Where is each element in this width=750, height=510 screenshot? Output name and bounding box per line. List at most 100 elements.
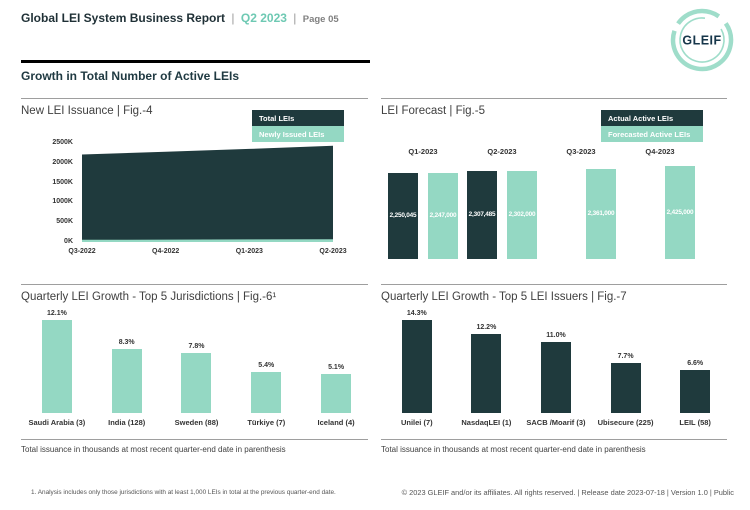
bar-category-row: Unilei (7) NasdaqLEI (1) SACB /Moarif (3) U… — [382, 413, 730, 428]
fig7-bar-chart: 14.3% 12.2% 11.0% 7.7% 6.6% Unilei (7) NasdaqL… — [382, 305, 730, 428]
bar-value-label: 12.1% — [46, 310, 67, 317]
forecast-bars: 2,361,000 — [546, 162, 616, 259]
note-divider — [381, 439, 727, 440]
bar-cell: 11.0% — [521, 331, 591, 413]
copyright: © 2023 GLEIF and/or its affiliates. All … — [401, 488, 734, 497]
x-tick-label: Q1-2023 — [235, 248, 263, 255]
fig6-note: Total issuance in thousands at most rece… — [21, 445, 286, 454]
y-tick-label: 2500K — [52, 139, 73, 146]
panel-top5-lei-issuers: Quarterly LEI Growth - Top 5 LEI Issuers… — [381, 283, 729, 461]
bar-value-label: 6.6% — [687, 360, 704, 368]
report-header: Global LEI System Business Report | Q2 2… — [21, 11, 339, 25]
y-tick-label: 0K — [64, 238, 73, 245]
bar-slot: 2,302,000 — [507, 170, 537, 259]
legend-item-newly-issued-leis: Newly Issued LEIs — [252, 126, 344, 142]
panel-divider — [21, 98, 368, 99]
bar-value-label: 2,247,000 — [429, 212, 457, 220]
forecast-group: Q4-2023 2,425,000 — [625, 147, 695, 259]
legend-label: Newly Issued LEIs — [259, 130, 325, 139]
bar — [181, 353, 212, 413]
legend-item-actual-active-leis: Actual Active LEIs — [601, 110, 703, 126]
bar-value-label: 5.4% — [258, 361, 275, 369]
fig5-bar-groups: Q1-2023 2,250,045 2,247,000 Q2-2023 2,307,48… — [388, 147, 695, 259]
y-tick-label: 500K — [56, 218, 73, 226]
bar-forecast: 2,361,000 — [586, 168, 616, 259]
bar-slot: 2,250,045 — [388, 172, 418, 259]
bar-value-label: 11.0% — [546, 331, 566, 339]
legend-item-forecasted-active-leis: Forecasted Active LEIs — [601, 126, 703, 142]
bar-category-label: LEIL (58) — [679, 418, 711, 427]
fig4-y-axis: 0K 500K 1000K 1500K 2000K 2500K — [31, 139, 73, 245]
fig7-note: Total issuance in thousands at most rece… — [381, 445, 646, 454]
legend-label: Total LEIs — [259, 114, 295, 123]
legend-label: Actual Active LEIs — [608, 114, 674, 123]
bar — [251, 371, 282, 413]
forecast-category-label: Q2-2023 — [487, 147, 517, 156]
fig4-x-axis: Q3-2022 Q4-2022 Q1-2023 Q2-2023 — [68, 248, 346, 260]
bar — [471, 333, 502, 413]
bar-category-label: Sweden (88) — [174, 418, 219, 427]
bar — [401, 320, 432, 413]
area-newly-issued-leis — [82, 239, 333, 242]
forecast-category-label: Q3-2023 — [566, 147, 596, 156]
x-tick-label: Q3-2022 — [68, 248, 96, 255]
fig4-title: New LEI Issuance | Fig.-4 — [21, 105, 153, 117]
bar-category-row: Saudi Arabia (3) India (128) Sweden (88) Tü… — [22, 413, 371, 428]
bar — [111, 349, 142, 413]
bar — [41, 320, 72, 413]
bar-value-label: 14.3% — [406, 310, 427, 317]
bar-row: 14.3% 12.2% 11.0% 7.7% 6.6% — [382, 305, 730, 413]
bar-value-label: 2,361,000 — [587, 210, 615, 218]
note-divider — [21, 439, 368, 440]
forecast-bars: 2,250,045 2,247,000 — [388, 162, 458, 259]
forecast-group: Q1-2023 2,250,045 2,247,000 — [388, 147, 458, 259]
footnote: 1. Analysis includes only those jurisdic… — [31, 489, 336, 496]
bar-forecast: 2,247,000 — [428, 172, 458, 259]
bar-value-label: 7.8% — [188, 343, 205, 350]
bar-value-label: 2,250,045 — [389, 212, 417, 220]
bar-value-label: 2,307,485 — [468, 211, 496, 219]
bar-slot: 2,425,000 — [665, 166, 695, 259]
bar — [610, 362, 641, 413]
bar-value-label: 12.2% — [476, 323, 497, 331]
y-tick-label: 1500K — [52, 178, 73, 186]
bar-category-label: Unilei (7) — [400, 418, 433, 427]
panel-divider — [381, 98, 727, 99]
page-number: Page 05 — [302, 14, 339, 25]
bar-slot: 2,307,485 — [467, 170, 497, 259]
header-separator: | — [231, 11, 235, 25]
bar — [321, 373, 352, 413]
bar-slot: 2,247,000 — [428, 172, 458, 259]
forecast-group: Q2-2023 2,307,485 2,302,000 — [467, 147, 537, 259]
header-separator: | — [293, 11, 297, 25]
bar-cell: 5.4% — [231, 361, 301, 413]
bar-cell: 14.3% — [382, 310, 452, 413]
bar-category-label: Iceland (4) — [317, 418, 355, 427]
fig6-bar-chart: 12.1% 8.3% 7.8% 5.4% 5.1% Saudi Arabia (3) Ind… — [22, 305, 371, 428]
legend-item-total-leis: Total LEIs — [252, 110, 344, 126]
bar-value-label: 2,302,000 — [508, 211, 536, 219]
bar-cell: 8.3% — [92, 339, 162, 413]
bar-category-label: Türkiye (7) — [247, 418, 286, 427]
legend-label: Forecasted Active LEIs — [608, 130, 691, 139]
bar-row: 12.1% 8.3% 7.8% 5.4% 5.1% — [22, 305, 371, 413]
bar-cell: 6.6% — [660, 360, 730, 413]
fig5-title: LEI Forecast | Fig.-5 — [381, 105, 485, 117]
header-divider — [21, 60, 370, 63]
fig4-legend: Total LEIs Newly Issued LEIs — [252, 110, 344, 142]
forecast-bars: 2,307,485 2,302,000 — [467, 162, 537, 259]
gleif-logo-text: GLEIF — [682, 34, 721, 48]
panel-divider — [381, 284, 727, 285]
bar-category-label: SACB /Moarif (3) — [526, 418, 586, 427]
bar-category-label: Saudi Arabia (3) — [28, 418, 86, 427]
bar-cell: 5.1% — [301, 364, 371, 413]
bar-cell: 12.2% — [452, 324, 522, 413]
report-period: Q2 2023 — [240, 11, 287, 25]
bar — [680, 370, 711, 413]
forecast-group: Q3-2023 2,361,000 — [546, 147, 616, 259]
x-tick-label: Q4-2022 — [152, 248, 180, 255]
section-title: Growth in Total Number of Active LEIs — [21, 69, 240, 83]
bar-actual: 2,250,045 — [388, 172, 418, 259]
bar-cell: 7.7% — [591, 353, 661, 413]
bar-value-label: 7.7% — [617, 352, 634, 360]
